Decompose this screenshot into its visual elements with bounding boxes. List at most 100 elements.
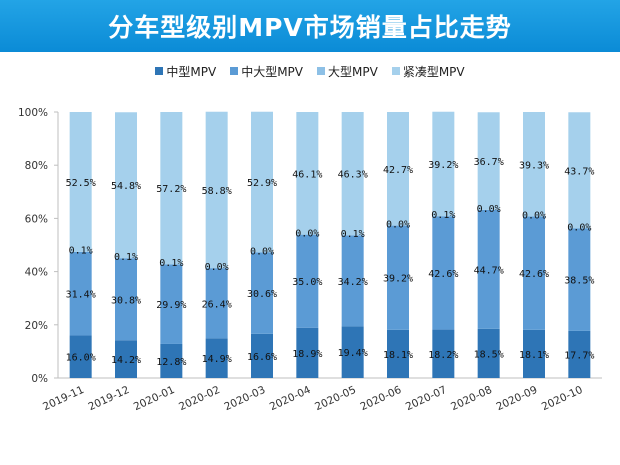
bar-segment	[251, 252, 273, 334]
bar-segment	[568, 112, 591, 229]
data-label: 0.0%	[477, 204, 501, 215]
legend-item-mid-large: 中大型MPV	[230, 63, 303, 80]
data-label: 14.9%	[202, 354, 232, 365]
bar-segment	[477, 328, 500, 378]
data-label: 19.4%	[338, 348, 368, 359]
data-label: 39.3%	[519, 160, 549, 171]
data-label: 31.4%	[66, 290, 96, 301]
data-label: 42.6%	[519, 269, 549, 280]
bar-segment	[523, 216, 545, 330]
bar-segment	[387, 329, 409, 378]
bar-segment	[296, 234, 319, 328]
data-label: 14.2%	[111, 355, 141, 366]
bar-segment	[432, 216, 455, 330]
bar-segment	[568, 330, 591, 378]
bar-segment	[432, 329, 455, 378]
bar-segment	[341, 235, 364, 327]
data-label: 16.6%	[247, 352, 277, 363]
bar-segment	[251, 111, 273, 253]
data-label: 30.6%	[247, 289, 277, 300]
data-label: 16.0%	[66, 353, 96, 364]
data-label: 18.5%	[474, 349, 504, 360]
data-label: 34.2%	[338, 277, 368, 288]
data-label: 17.7%	[564, 350, 594, 361]
y-tick-label: 100%	[18, 107, 48, 119]
x-tick-label: 2020-01	[132, 384, 177, 413]
legend-item-large: 大型MPV	[317, 63, 378, 80]
bar-segment	[432, 111, 455, 217]
x-tick-label: 2020-04	[268, 384, 313, 414]
bar-segment	[115, 258, 137, 341]
data-label: 39.2%	[428, 160, 458, 171]
x-tick-label: 2020-09	[494, 384, 539, 413]
bar-segment	[160, 264, 183, 344]
bar-segment	[296, 327, 319, 378]
data-label: 0.0%	[205, 262, 229, 273]
y-tick-label: 60%	[25, 213, 48, 225]
bar-segment	[523, 329, 545, 378]
y-tick-label: 20%	[25, 320, 48, 332]
legend-swatch-compact	[391, 67, 400, 75]
legend-label-compact: 紧凑型MPV	[402, 64, 465, 79]
legend-label-mid-large: 中大型MPV	[241, 64, 303, 79]
x-tick-label: 2019-11	[41, 384, 86, 413]
legend-item-compact: 紧凑型MPV	[391, 63, 465, 80]
data-label: 42.7%	[383, 165, 413, 176]
data-label: 35.0%	[292, 277, 322, 288]
data-label: 29.9%	[156, 300, 186, 311]
bar-segment	[160, 343, 183, 378]
x-tick-label: 2020-02	[177, 384, 222, 413]
bar-segment	[69, 112, 92, 252]
bar-segment	[341, 326, 364, 378]
bar-segment	[69, 251, 92, 336]
data-label: 0.0%	[386, 220, 410, 231]
data-label: 0.1%	[69, 246, 93, 257]
legend: 中型MPV 中大型MPV 大型MPV 紧凑型MPV	[0, 61, 620, 81]
data-label: 44.7%	[474, 265, 504, 276]
bar-segment	[205, 268, 228, 339]
bar-segment	[387, 225, 409, 330]
data-label: 39.2%	[383, 274, 413, 285]
x-tick-label: 2020-06	[358, 384, 403, 414]
data-label: 18.1%	[519, 350, 549, 361]
x-tick-label: 2020-07	[404, 384, 449, 413]
data-label: 43.7%	[564, 166, 594, 177]
data-label: 0.0%	[250, 246, 274, 257]
legend-label-mid: 中型MPV	[166, 64, 217, 79]
bar-segment	[568, 228, 591, 331]
bar-segment	[69, 335, 92, 378]
legend-swatch-large	[317, 67, 325, 75]
legend-swatch-mid	[155, 67, 164, 75]
data-label: 0.0%	[567, 223, 591, 234]
chart-title: 分车型级别MPV市场销量占比走势	[0, 0, 620, 52]
data-label: 42.6%	[428, 269, 458, 280]
data-label: 46.1%	[292, 169, 322, 180]
bar-segment	[477, 209, 500, 329]
y-tick-label: 80%	[25, 160, 48, 172]
bar-segment	[205, 111, 228, 269]
data-label: 38.5%	[564, 276, 594, 287]
bar-segment	[115, 340, 137, 378]
bar-segment	[296, 112, 319, 235]
data-label: 0.1%	[114, 252, 138, 263]
data-label: 52.5%	[66, 178, 96, 189]
data-label: 52.9%	[247, 178, 277, 189]
data-label: 0.0%	[522, 211, 546, 222]
y-tick-label: 40%	[25, 267, 48, 279]
data-label: 46.3%	[338, 170, 368, 181]
data-label: 0.1%	[431, 210, 455, 221]
x-tick-label: 2020-05	[313, 384, 358, 413]
bar-segment	[205, 338, 228, 378]
x-tick-label: 2020-03	[222, 384, 267, 413]
x-tick-label: 2019-12	[86, 384, 131, 413]
data-label: 18.9%	[292, 349, 322, 360]
data-label: 0.1%	[159, 258, 183, 269]
data-label: 54.8%	[111, 181, 141, 192]
y-tick-label: 0%	[31, 373, 48, 385]
x-tick-label: 2020-10	[540, 384, 585, 413]
bar-segment	[251, 333, 273, 378]
data-label: 30.8%	[111, 295, 141, 306]
legend-label-large: 大型MPV	[328, 64, 378, 79]
